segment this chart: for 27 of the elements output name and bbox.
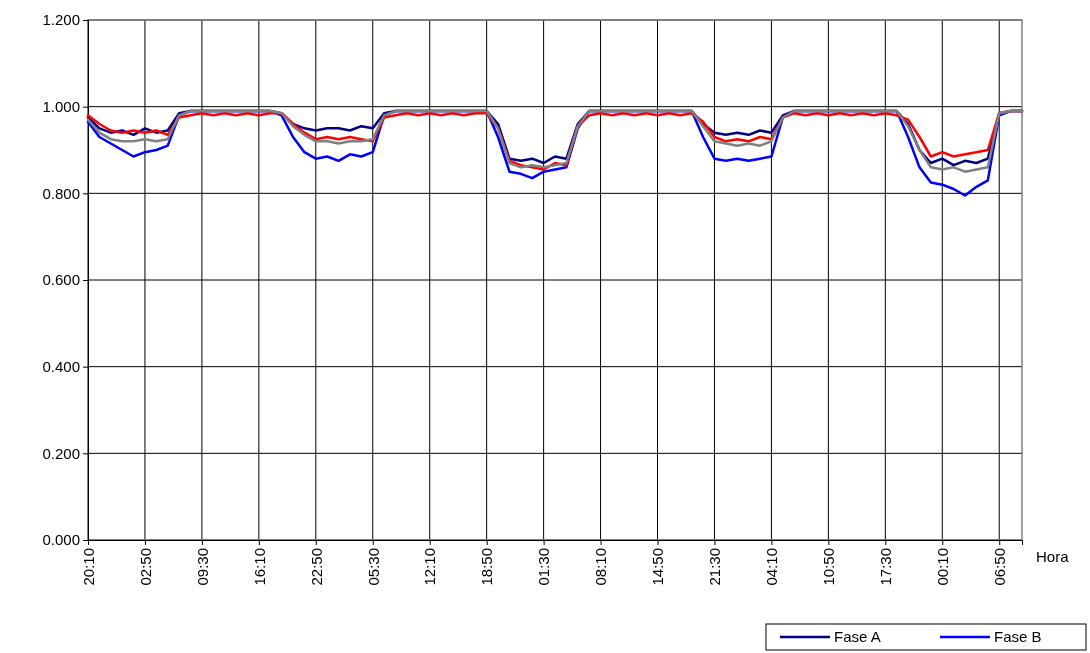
x-tick-label: 08:10	[592, 548, 610, 586]
y-tick-label: 1.200	[42, 11, 80, 29]
x-tick-label: 01:30	[535, 548, 553, 586]
x-tick-label: 14:50	[649, 548, 667, 586]
x-tick-label: 16:10	[250, 548, 268, 586]
y-tick-label: 1.000	[42, 97, 80, 115]
x-tick-label: 10:50	[820, 548, 838, 586]
x-tick-label: 06:50	[990, 548, 1008, 586]
x-axis-title: Hora	[1036, 548, 1070, 565]
x-tick-label: 17:30	[877, 548, 895, 586]
y-tick-label: 0.400	[42, 357, 80, 375]
legend-label: Fase B	[994, 628, 1042, 646]
x-tick-label: 20:10	[79, 548, 97, 586]
x-tick-label: 12:10	[421, 548, 439, 586]
x-tick-label: 04:10	[763, 548, 781, 586]
x-tick-label: 00:10	[934, 548, 952, 586]
y-tick-label: 0.600	[42, 271, 80, 289]
x-tick-label: 09:30	[193, 548, 211, 586]
x-tick-label: 18:50	[478, 548, 496, 586]
x-tick-label: 05:30	[364, 548, 382, 586]
x-tick-label: 02:50	[136, 548, 154, 586]
x-tick-label: 22:50	[307, 548, 325, 586]
y-tick-label: 0.200	[42, 444, 80, 462]
legend-label: Fase A	[834, 628, 881, 646]
y-tick-label: 0.800	[42, 184, 80, 202]
y-tick-label: 0.000	[42, 531, 80, 549]
x-tick-label: 21:30	[706, 548, 724, 586]
